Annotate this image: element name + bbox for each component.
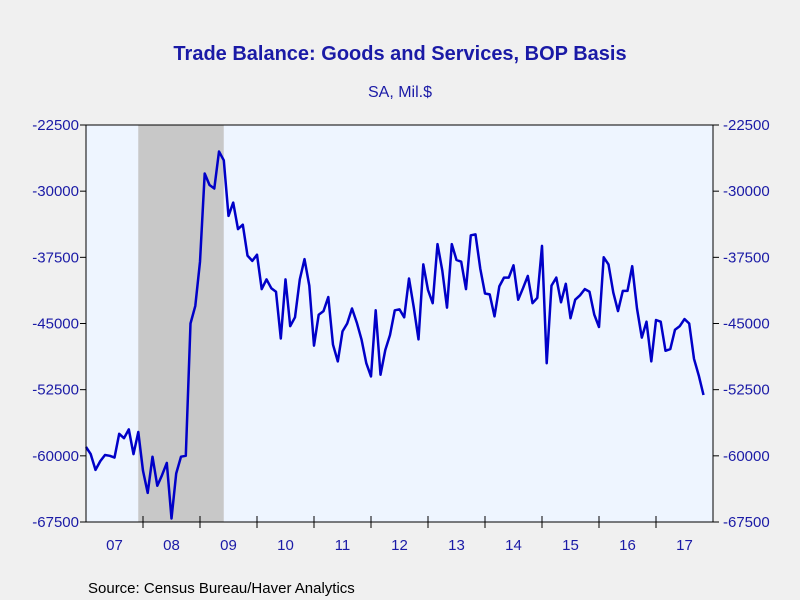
x-tick-label: 15 bbox=[562, 537, 579, 554]
x-tick-label: 13 bbox=[448, 537, 465, 554]
y-tick-label-right: -30000 bbox=[723, 183, 770, 200]
y-axis-right: -22500 -30000 -37500 -45000 -52500 -60000 -675… bbox=[713, 117, 770, 531]
x-tick-label: 09 bbox=[220, 537, 237, 554]
chart-subtitle: SA, Mil.$ bbox=[368, 84, 432, 101]
plot-border bbox=[85, 124, 714, 523]
x-tick-label: 08 bbox=[163, 537, 180, 554]
x-tick-label: 17 bbox=[676, 537, 693, 554]
x-tick-label: 16 bbox=[619, 537, 636, 554]
chart-title: Trade Balance: Goods and Services, BOP B… bbox=[173, 43, 626, 65]
y-tick-label-right: -52500 bbox=[723, 382, 770, 399]
series-line bbox=[84, 150, 705, 520]
y-tick-label-left: -67500 bbox=[32, 514, 79, 531]
y-axis-left: -22500 -30000 -37500 -45000 -52500 -60000 -675… bbox=[32, 117, 86, 531]
x-tick-label: 10 bbox=[277, 537, 294, 554]
x-tick-label: 12 bbox=[391, 537, 408, 554]
y-tick-label-right: -67500 bbox=[723, 514, 770, 531]
y-tick-label-right: -37500 bbox=[723, 249, 770, 266]
y-tick-label-left: -37500 bbox=[32, 249, 79, 266]
x-axis: 07 08 09 10 11 12 13 14 15 16 17 bbox=[106, 516, 693, 554]
y-tick-label-right: -22500 bbox=[723, 117, 770, 134]
y-tick-label-right: -45000 bbox=[723, 316, 770, 333]
source-note: Source: Census Bureau/Haver Analytics bbox=[88, 580, 355, 597]
x-tick-label: 07 bbox=[106, 537, 123, 554]
y-tick-label-left: -52500 bbox=[32, 382, 79, 399]
y-tick-label-right: -60000 bbox=[723, 448, 770, 465]
y-tick-label-left: -45000 bbox=[32, 316, 79, 333]
x-tick-label: 11 bbox=[335, 537, 351, 554]
y-tick-label-left: -60000 bbox=[32, 448, 79, 465]
y-tick-label-left: -30000 bbox=[32, 183, 79, 200]
y-tick-label-left: -22500 bbox=[32, 117, 79, 134]
x-tick-label: 14 bbox=[505, 537, 522, 554]
